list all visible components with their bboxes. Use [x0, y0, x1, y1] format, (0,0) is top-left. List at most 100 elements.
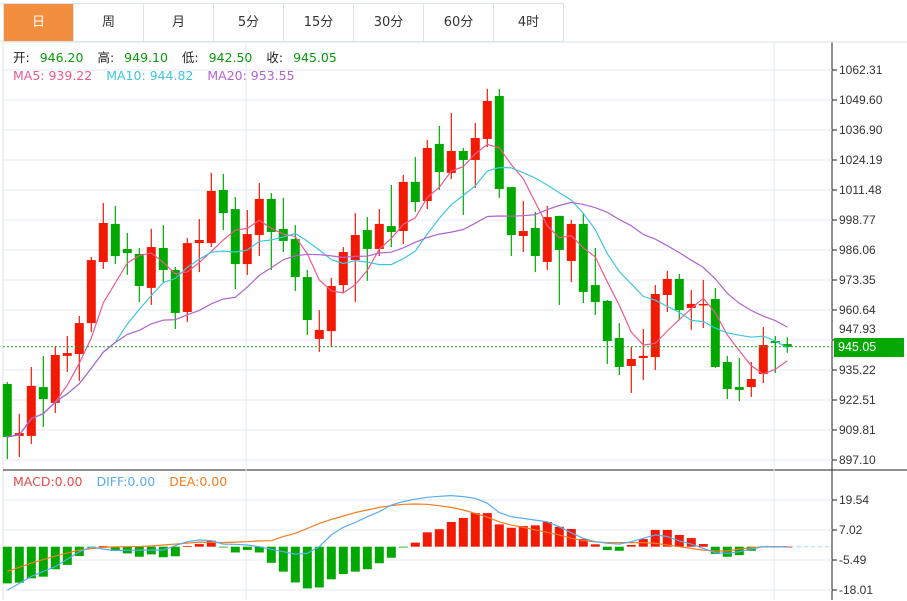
macd-bar	[482, 513, 492, 547]
macd-bar	[230, 546, 240, 553]
candle-up	[194, 239, 204, 244]
close-label: 收:	[266, 50, 284, 65]
candle-up	[86, 260, 96, 324]
price-tick-label: 1049.60	[839, 93, 883, 107]
macd-bar	[734, 546, 744, 556]
macd-tick-label: 7.02	[839, 523, 863, 537]
dea-legend-value: DEA:0.00	[169, 474, 228, 489]
ma-legend: MA5: 939.22 MA10: 944.82 MA20: 953.55	[13, 68, 305, 83]
macd-bar	[26, 546, 36, 579]
tab-1[interactable]: 周	[74, 4, 144, 41]
macd-bar	[50, 546, 60, 570]
candle-down	[230, 209, 240, 265]
macd-bar	[530, 525, 540, 547]
candle-down	[506, 187, 516, 236]
current-price-tag: 945.05	[834, 338, 904, 357]
macd-bar	[686, 538, 696, 547]
tab-2[interactable]: 月	[144, 4, 214, 41]
price-tick-label: 1024.19	[839, 153, 883, 167]
macd-bar	[650, 529, 660, 547]
price-tick-label: 960.64	[839, 303, 876, 317]
macd-bar	[326, 546, 336, 580]
candle-down	[674, 278, 684, 311]
candle-down	[782, 344, 792, 347]
macd-bar	[422, 532, 432, 547]
candle-up	[422, 147, 432, 202]
candle-up	[350, 235, 360, 261]
open-value: 946.20	[39, 50, 84, 65]
candle-down	[722, 362, 732, 389]
candle-up	[182, 243, 192, 312]
ohlc-legend: 开: 946.20 高: 949.10 低: 942.50 收: 945.05	[13, 50, 347, 65]
macd-bar	[254, 546, 264, 553]
macd-bar	[662, 529, 672, 547]
macd-bar	[290, 546, 300, 583]
tab-7[interactable]: 4时	[494, 4, 564, 41]
tab-0[interactable]: 日	[4, 4, 74, 41]
candle-up	[650, 294, 660, 358]
macd-bar	[602, 546, 612, 551]
macd-bar	[374, 546, 384, 564]
macd-bar	[158, 546, 168, 558]
macd-bar	[134, 546, 144, 557]
tab-5[interactable]: 30分	[354, 4, 424, 41]
ma10-line	[7, 166, 788, 438]
price-tick-label: 986.06	[839, 243, 876, 257]
tab-6[interactable]: 60分	[424, 4, 494, 41]
candle-down	[218, 189, 228, 214]
candle-down	[278, 228, 288, 241]
candle-up	[398, 181, 408, 232]
price-tick-label: 897.10	[839, 453, 876, 467]
macd-bar	[398, 546, 408, 548]
macd-bar	[518, 526, 528, 547]
candle-up	[26, 385, 36, 436]
macd-bar	[14, 546, 24, 583]
candle-down	[614, 337, 624, 367]
candle-down	[410, 181, 420, 202]
macd-bar	[542, 521, 552, 547]
price-tick-label: 909.81	[839, 423, 876, 437]
macd-bar	[2, 546, 12, 584]
open-label: 开:	[13, 50, 30, 65]
macd-bar	[110, 546, 120, 552]
dea-line	[7, 503, 788, 573]
candle-down	[458, 150, 468, 160]
candle-up	[758, 345, 768, 375]
ma10-legend: MA10: 944.82	[106, 68, 194, 83]
candle-up	[74, 323, 84, 355]
candle-down	[494, 95, 504, 189]
candle-up	[314, 329, 324, 339]
candle-down	[710, 299, 720, 367]
macd-bar	[626, 545, 636, 547]
diff-line	[7, 494, 788, 591]
macd-bar	[434, 529, 444, 547]
candle-down	[554, 215, 564, 250]
macd-bar	[458, 517, 468, 547]
candle-up	[482, 100, 492, 139]
ma20-legend: MA20: 953.55	[207, 68, 295, 83]
candle-up	[470, 138, 480, 160]
macd-bar	[206, 540, 216, 547]
candle-down	[578, 223, 588, 292]
macd-bar	[338, 546, 348, 575]
tab-3[interactable]: 5分	[214, 4, 284, 41]
macd-bar	[266, 546, 276, 563]
candle-up	[638, 355, 648, 359]
macd-bar	[182, 545, 192, 547]
ma5-legend: MA5: 939.22	[13, 68, 93, 83]
price-tick-label: 973.35	[839, 273, 876, 287]
candle-up	[686, 303, 696, 308]
candle-up	[374, 223, 384, 249]
candle-up	[254, 198, 264, 236]
high-value: 949.10	[124, 50, 168, 65]
macd-legend-value: MACD:0.00	[13, 474, 83, 489]
candle-up	[662, 278, 672, 295]
candle-down	[386, 226, 396, 232]
macd-bar	[278, 546, 288, 572]
low-label: 低:	[181, 50, 199, 65]
candle-up	[518, 231, 528, 236]
tab-4[interactable]: 15分	[284, 4, 354, 41]
candle-down	[734, 387, 744, 390]
price-tick-label: 935.22	[839, 363, 876, 377]
